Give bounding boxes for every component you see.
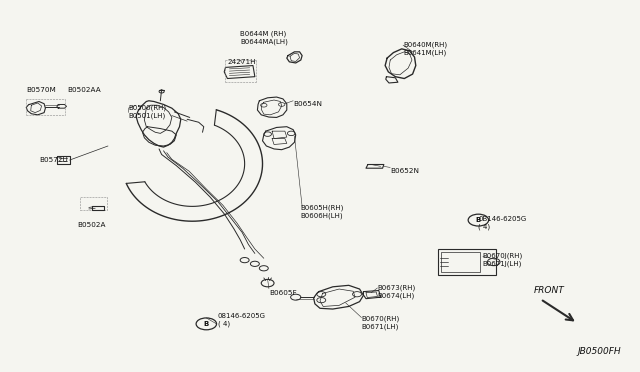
- Text: B: B: [204, 321, 209, 327]
- Text: B: B: [476, 217, 481, 223]
- Text: B0605F: B0605F: [269, 291, 296, 296]
- Text: B0673(RH)
B0674(LH): B0673(RH) B0674(LH): [378, 284, 416, 299]
- Text: 0B146-6205G
( 4): 0B146-6205G ( 4): [478, 216, 527, 230]
- Text: B0605H(RH)
B0606H(LH): B0605H(RH) B0606H(LH): [301, 205, 344, 219]
- Text: 08146-6205G
( 4): 08146-6205G ( 4): [218, 313, 266, 327]
- Text: B0502A: B0502A: [77, 222, 106, 228]
- Text: B0670J(RH)
B0671J(LH): B0670J(RH) B0671J(LH): [483, 253, 523, 267]
- Text: JB0500FH: JB0500FH: [578, 347, 621, 356]
- Text: B0640M(RH)
B0641M(LH): B0640M(RH) B0641M(LH): [403, 42, 447, 56]
- Text: FRONT: FRONT: [534, 286, 564, 295]
- Text: 24271H: 24271H: [227, 59, 256, 65]
- Text: B0652N: B0652N: [390, 168, 419, 174]
- Text: B0502AA: B0502AA: [68, 87, 102, 93]
- Bar: [80, 197, 107, 210]
- Text: B0570M: B0570M: [26, 87, 56, 93]
- Text: B0654N: B0654N: [293, 102, 322, 108]
- Text: B0644M (RH)
B0644MA(LH): B0644M (RH) B0644MA(LH): [240, 31, 288, 45]
- Bar: [442, 252, 479, 272]
- Bar: [438, 249, 496, 275]
- Text: B0670(RH)
B0671(LH): B0670(RH) B0671(LH): [362, 316, 400, 330]
- Text: B0572U: B0572U: [39, 157, 68, 163]
- Text: B0500(RH)
B0501(LH): B0500(RH) B0501(LH): [129, 105, 166, 119]
